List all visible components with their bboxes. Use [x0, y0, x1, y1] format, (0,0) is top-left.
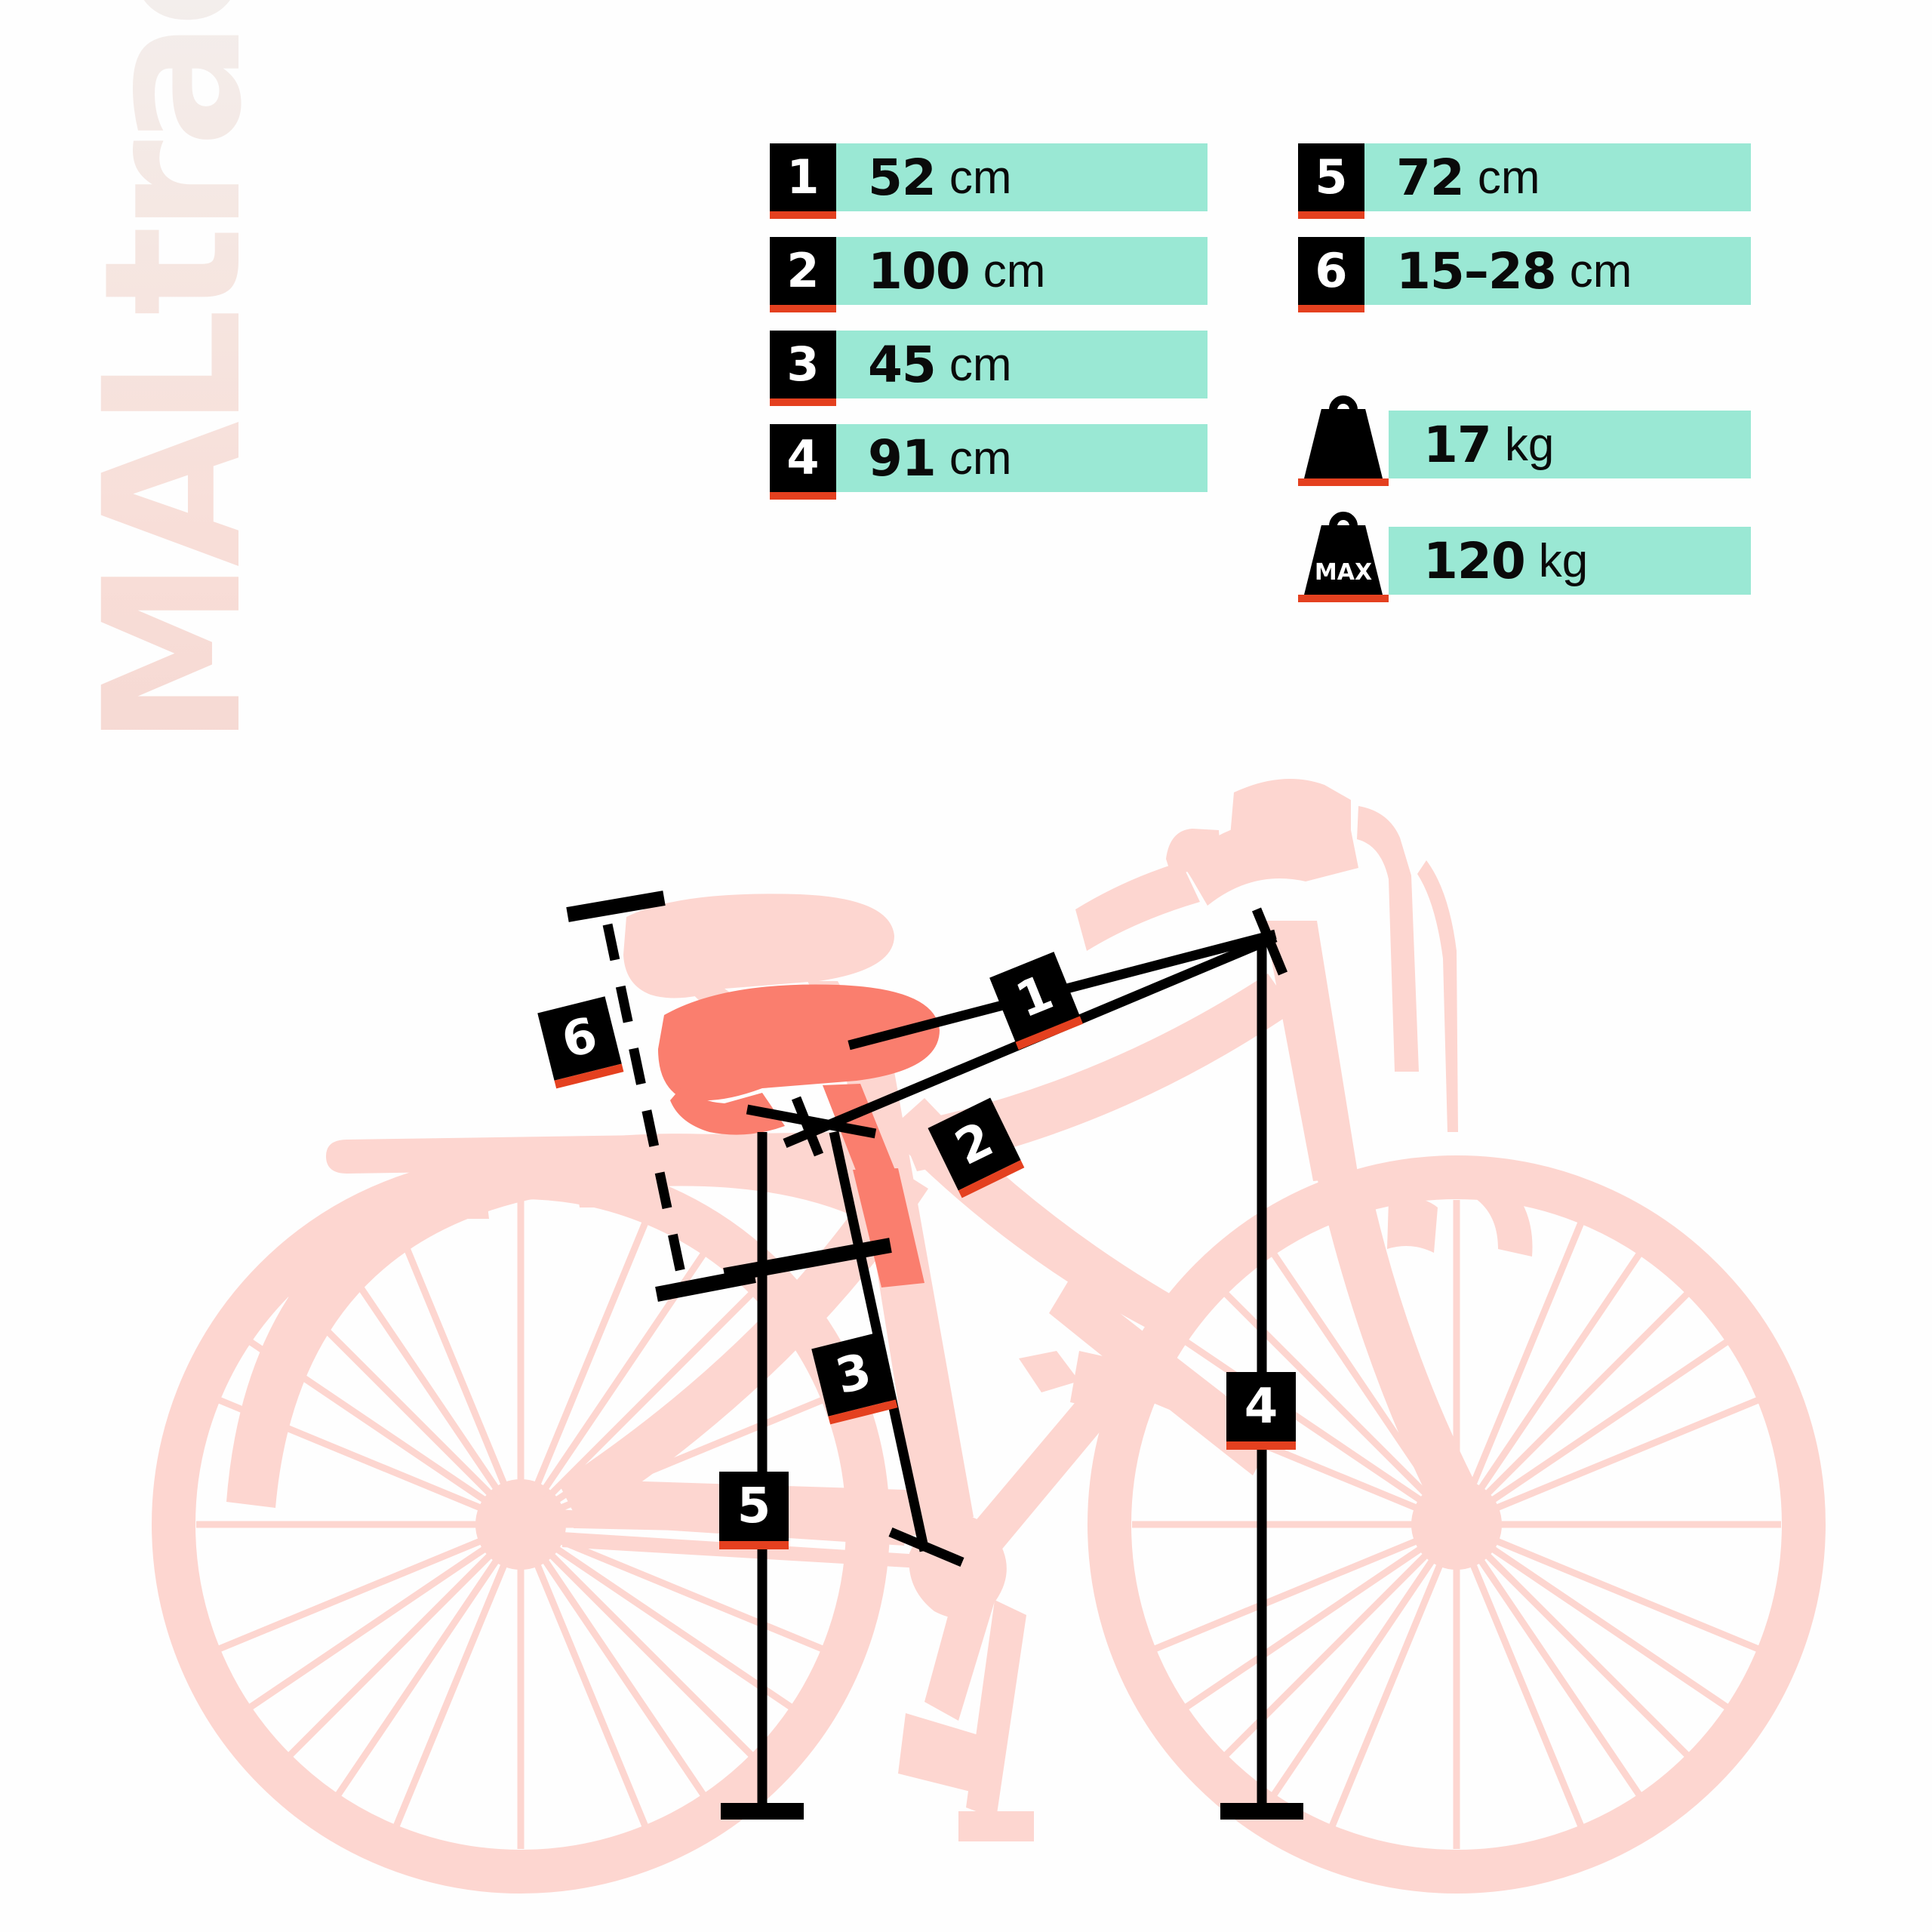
legend-badge-1: 1	[770, 143, 836, 219]
pedal-2-icon	[1070, 1351, 1147, 1417]
legend-badge-1-label: 1	[786, 149, 820, 205]
legend-value-bar-weight: 17 kg	[1389, 411, 1751, 478]
legend-value-bar-2: 100 cm	[836, 237, 1208, 305]
crank-arm-icon	[924, 1577, 996, 1721]
front-wheel-icon	[1088, 1155, 1826, 1894]
measure-tick-1-start	[791, 1096, 824, 1157]
callout-badge-1-label: 1	[1008, 964, 1061, 1029]
legend-unit-3: cm	[949, 338, 1012, 391]
fork-icon	[1317, 1174, 1479, 1509]
saddle-icon	[658, 984, 940, 1101]
rack-strut-2-icon	[574, 1168, 608, 1208]
measure-tick-6-bottom-ext	[723, 1238, 892, 1283]
pedal-icon	[898, 1713, 981, 1792]
saddle-rail-icon	[670, 1085, 785, 1135]
legend-value-2: 100	[868, 242, 971, 300]
legend-row-weight: 17 kg	[1298, 395, 1751, 486]
legend-value-bar-1: 52 cm	[836, 143, 1208, 211]
measure-tick-2-start	[746, 1104, 877, 1139]
legend-value-bar-6: 15–28 cm	[1364, 237, 1751, 305]
weight-base-accent	[1298, 478, 1389, 486]
callout-badge-5-label: 5	[737, 1478, 771, 1534]
legend-value-1: 52	[868, 148, 937, 207]
measure-tick-6-top	[566, 891, 666, 922]
legend-row-6: 6 15–28 cm	[1298, 237, 1751, 312]
legend-row-3: 3 45 cm	[770, 331, 1208, 406]
measure-tick-3-end	[888, 1527, 964, 1567]
callout-badge-4: 4	[1226, 1372, 1296, 1450]
kickstand-foot-icon	[958, 1811, 1034, 1841]
saddle-ghost-icon	[623, 894, 894, 998]
seatpost-lower-icon	[853, 1168, 924, 1287]
legend-unit-max-load: kg	[1538, 534, 1589, 587]
head-tube-icon	[1264, 921, 1358, 1181]
legend-unit-1: cm	[949, 151, 1012, 204]
legend-value-4: 91	[868, 429, 937, 488]
front-brake-cable-icon	[1357, 806, 1419, 1072]
legend-badge-4: 4	[770, 424, 836, 500]
bell-icon	[1166, 829, 1221, 875]
rear-rack-icon	[326, 1132, 868, 1174]
callout-badge-5: 5	[719, 1472, 789, 1549]
callout-badge-3-label: 3	[830, 1343, 877, 1406]
frame-brace-icon	[1049, 1275, 1275, 1475]
chain-icon	[562, 1532, 921, 1568]
callout-badge-4-label: 4	[1244, 1379, 1278, 1435]
crank-arm-2-icon	[966, 1389, 1117, 1556]
legend-unit-5: cm	[1477, 151, 1540, 204]
front-mudguard-icon	[1417, 1157, 1533, 1257]
legend-value-bar-5: 72 cm	[1364, 143, 1751, 211]
legend-row-4: 4 91 cm	[770, 424, 1208, 500]
callout-badge-6-label: 6	[556, 1007, 603, 1070]
legend-row-2: 2 100 cm	[770, 237, 1208, 312]
legend-badge-6-label: 6	[1315, 243, 1348, 298]
rear-mudguard-icon	[226, 1134, 883, 1508]
rack-strut-icon	[453, 1168, 489, 1219]
legend-value-weight: 17	[1423, 415, 1492, 474]
front-basket-mount-icon	[1230, 779, 1351, 845]
legend-badge-3: 3	[770, 331, 836, 406]
legend-value-bar-3: 45 cm	[836, 331, 1208, 398]
legend-badge-2-label: 2	[786, 243, 820, 298]
legend-value-5: 72	[1396, 148, 1465, 207]
legend-badge-2: 2	[770, 237, 836, 312]
legend-badge-6: 6	[1298, 237, 1364, 312]
legend-row-5: 5 72 cm	[1298, 143, 1751, 219]
legend-value-bar-4: 91 cm	[836, 424, 1208, 492]
weight-max-icon: MAX	[1298, 512, 1389, 602]
measure-tick-1-end	[1251, 907, 1288, 976]
saddle-adjusted	[658, 984, 940, 1287]
legend-unit-4: cm	[949, 432, 1012, 485]
legend-value-6: 15–28	[1396, 242, 1557, 300]
legend-badge-4-label: 4	[786, 430, 820, 485]
legend-unit-6: cm	[1569, 245, 1632, 297]
legend-row-max-load: MAX 120 kg	[1298, 512, 1751, 602]
legend-value-bar-max-load: 120 kg	[1389, 527, 1751, 595]
legend-value-3: 45	[868, 335, 937, 394]
legend-value-max-load: 120	[1423, 531, 1526, 590]
cable-icon	[1417, 860, 1458, 1132]
front-light-icon	[1387, 1197, 1438, 1253]
derailleur-icon	[1019, 1351, 1079, 1392]
legend-row-1: 1 52 cm	[770, 143, 1208, 219]
legend-badge-5-label: 5	[1315, 149, 1348, 205]
kickstand-icon	[966, 1600, 1026, 1819]
weight-max-base-accent	[1298, 595, 1389, 602]
weight-max-label: MAX	[1314, 559, 1373, 586]
handlebar-grip-left-icon	[1075, 862, 1200, 951]
callout-badge-2-label: 2	[946, 1111, 1002, 1177]
legend-unit-2: cm	[983, 245, 1046, 297]
legend-badge-3-label: 3	[786, 337, 820, 392]
legend-badge-5: 5	[1298, 143, 1364, 219]
legend-column-left: 1 52 cm 2 100 cm 3	[770, 143, 1208, 518]
rear-light-icon	[300, 1238, 341, 1299]
weight-icon	[1298, 395, 1389, 486]
legend-unit-weight: kg	[1504, 418, 1555, 471]
bicycle-silhouette	[152, 779, 1826, 1894]
legend-column-right: 5 72 cm 6 15–28 cm	[1298, 143, 1751, 628]
